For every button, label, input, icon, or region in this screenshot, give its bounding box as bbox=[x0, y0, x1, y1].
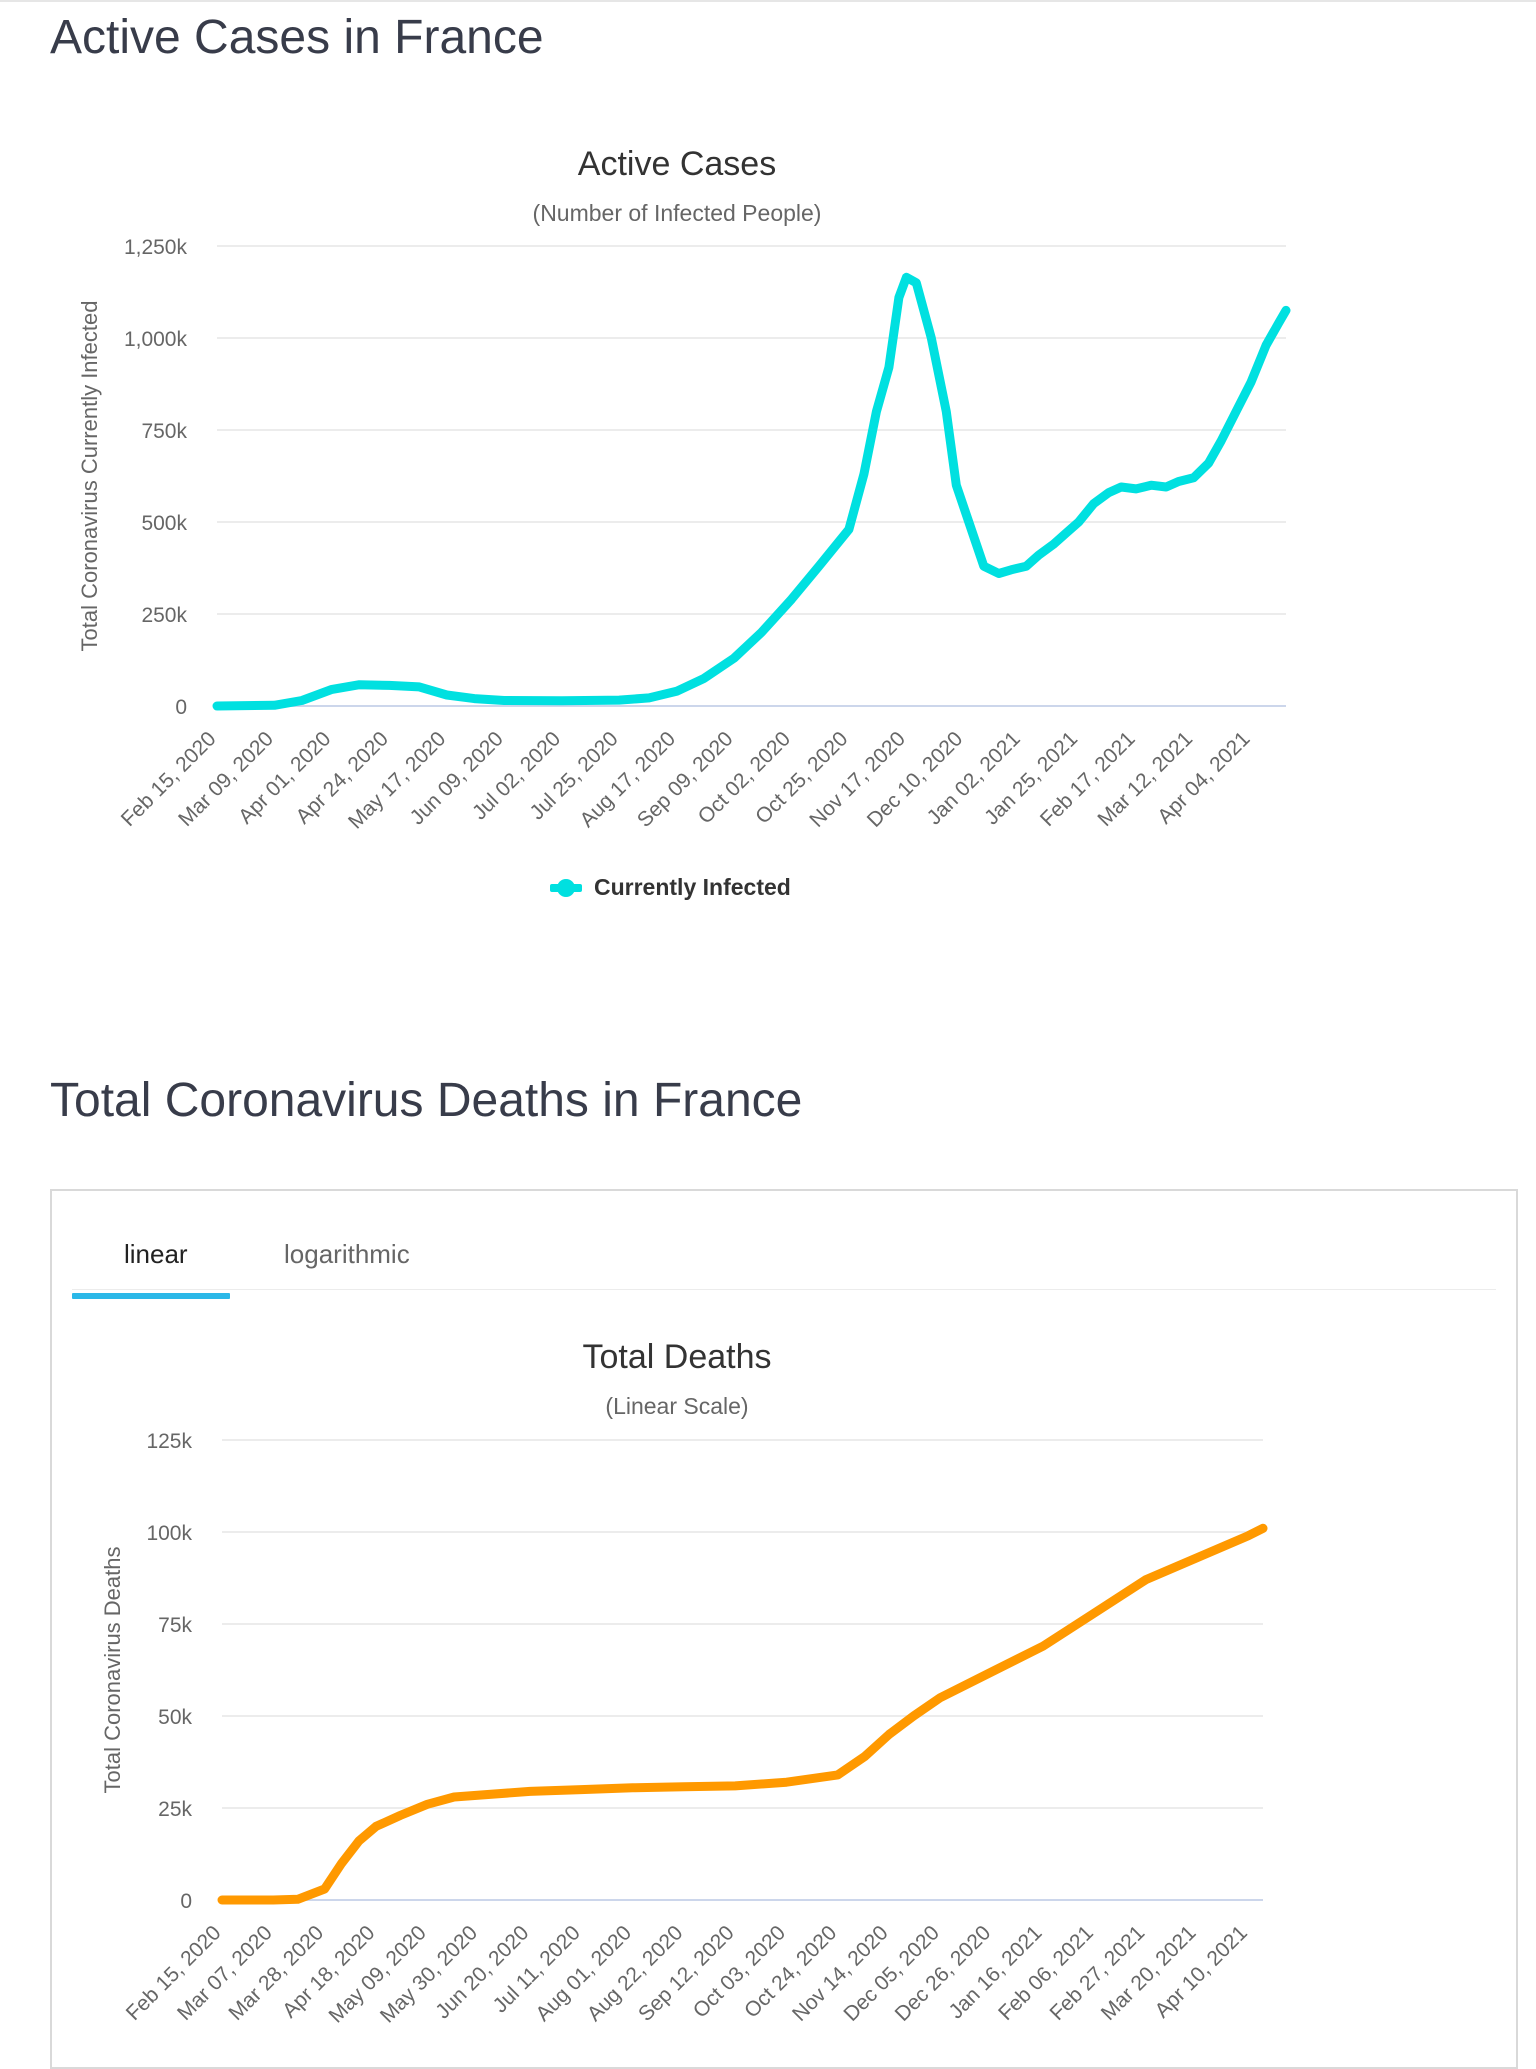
y-axis-label: Total Coronavirus Currently Infected bbox=[77, 301, 102, 652]
deaths-heading: Total Coronavirus Deaths in France bbox=[50, 1074, 803, 1127]
series-line-active-cases bbox=[212, 272, 1291, 711]
y-tick-label: 50k bbox=[158, 1706, 192, 1729]
y-tick-label: 750k bbox=[141, 420, 187, 443]
y-axis-label: Total Coronavirus Deaths bbox=[100, 1546, 125, 1793]
legend-swatch bbox=[550, 878, 582, 897]
y-tick-label: 125k bbox=[146, 1430, 192, 1453]
tab-divider bbox=[72, 1289, 1496, 1290]
y-tick-label: 250k bbox=[141, 604, 187, 627]
chart-subtitle: (Number of Infected People) bbox=[533, 200, 822, 226]
y-tick-label: 0 bbox=[175, 696, 187, 719]
chart-subtitle: (Linear Scale) bbox=[605, 1393, 748, 1419]
y-tick-label: 100k bbox=[146, 1522, 192, 1545]
y-tick-label: 1,000k bbox=[124, 328, 188, 351]
y-tick-label: 1,250k bbox=[124, 236, 188, 259]
legend-currently-infected[interactable]: Currently Infected bbox=[550, 874, 791, 901]
tab-linear-indicator bbox=[72, 1293, 230, 1299]
active-cases-chart: Active Cases (Number of Infected People) 0… bbox=[77, 145, 1291, 834]
tab-linear[interactable]: linear bbox=[124, 1239, 188, 1269]
y-tick-label: 500k bbox=[141, 512, 187, 535]
series-line-total-deaths bbox=[217, 1523, 1268, 1905]
total-deaths-chart: Total Deaths (Linear Scale) 0 25k 50k 75k 100k… bbox=[100, 1338, 1268, 2028]
y-tick-label: 0 bbox=[180, 1890, 192, 1913]
tab-logarithmic[interactable]: logarithmic bbox=[284, 1239, 410, 1269]
active-cases-heading: Active Cases in France bbox=[50, 11, 544, 64]
top-divider bbox=[0, 0, 1536, 2]
chart-title: Active Cases bbox=[578, 145, 776, 183]
y-tick-label: 75k bbox=[158, 1614, 192, 1637]
legend-label: Currently Infected bbox=[594, 874, 791, 900]
y-tick-label: 25k bbox=[158, 1798, 192, 1821]
chart-title: Total Deaths bbox=[583, 1338, 772, 1376]
